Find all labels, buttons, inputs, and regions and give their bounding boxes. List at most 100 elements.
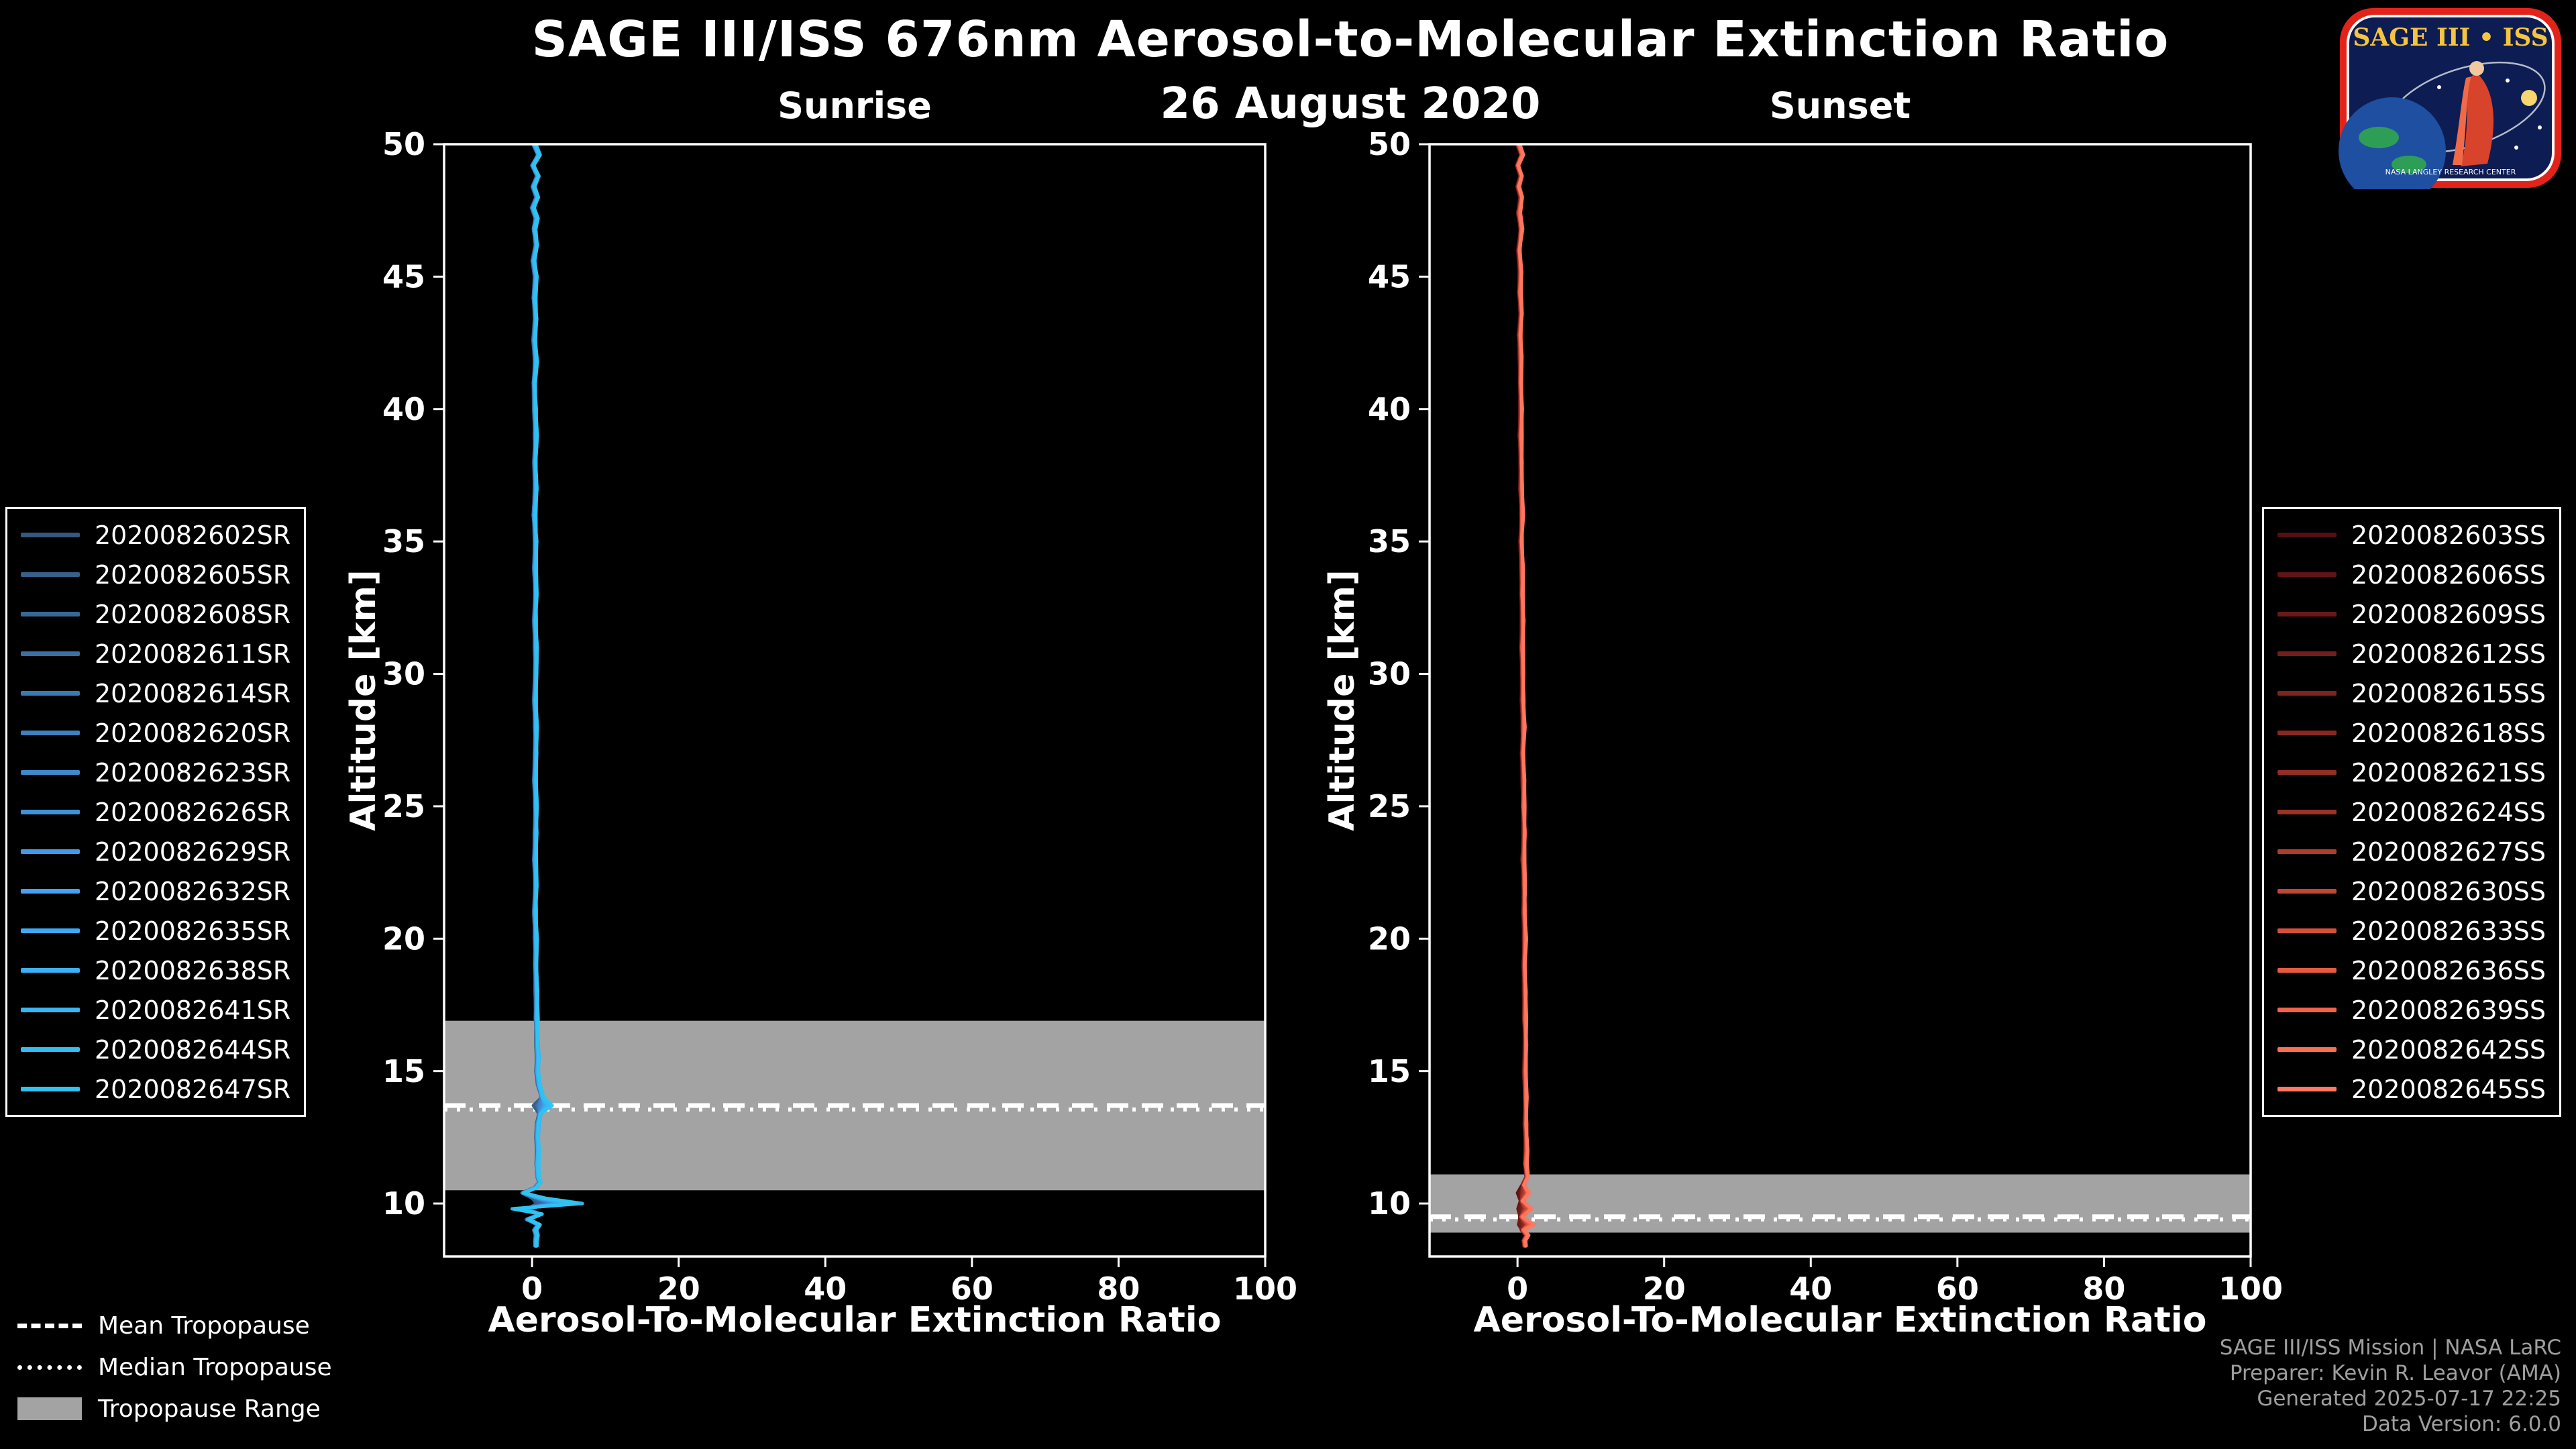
series-label: 2020082636SS — [2351, 955, 2546, 985]
legend-item: 2020082630SS — [2277, 876, 2546, 906]
series-label: 2020082614SR — [95, 678, 291, 708]
legend-item: 2020082621SS — [2277, 757, 2546, 788]
series-color-swatch — [21, 889, 80, 894]
series-color-swatch — [2277, 572, 2337, 577]
sunrise-legend: 2020082602SR 2020082605SR 2020082608SR 2020… — [5, 507, 307, 1117]
dashed-line-swatch — [17, 1323, 82, 1328]
sunset-plot: 0 20 40 60 80 100 10 15 20 25 30 35 40 45 50 — [1368, 126, 2283, 1307]
series-label: 2020082608SR — [95, 599, 291, 629]
x-tick-label: 20 — [1643, 1271, 1686, 1307]
series-color-swatch — [21, 731, 80, 735]
attribution-mission: SAGE III/ISS Mission | NASA LaRC — [2219, 1336, 2561, 1360]
series-color-swatch — [2277, 770, 2337, 775]
x-tick-label: 60 — [1936, 1271, 1979, 1307]
x-tick-label: 60 — [951, 1271, 994, 1307]
legend-item: 2020082620SR — [21, 718, 290, 748]
series-label: 2020082639SS — [2351, 995, 2546, 1025]
y-tick-label: 35 — [1368, 523, 1411, 559]
logo-org: NASA LANGLEY RESEARCH CENTER — [2385, 168, 2516, 176]
series-color-swatch — [21, 928, 80, 933]
median-tropopause-label: Median Tropopause — [98, 1353, 332, 1381]
attribution-generated: Generated 2025-07-17 22:25 — [2257, 1387, 2561, 1411]
y-tick-label: 10 — [382, 1185, 425, 1222]
series-color-swatch — [2277, 691, 2337, 696]
legend-item: 2020082624SS — [2277, 797, 2546, 827]
series-label: 2020082642SS — [2351, 1034, 2546, 1065]
series-label: 2020082621SS — [2351, 757, 2546, 788]
y-tick-label: 30 — [1368, 656, 1411, 692]
series-color-swatch — [2277, 1087, 2337, 1091]
legend-item: 2020082636SS — [2277, 955, 2546, 985]
legend-item: 2020082632SR — [21, 876, 290, 906]
legend-item: 2020082614SR — [21, 678, 290, 708]
logo-figure-head — [2469, 61, 2484, 76]
legend-item: 2020082642SS — [2277, 1034, 2546, 1065]
legend-item: 2020082647SR — [21, 1074, 290, 1104]
series-color-swatch — [21, 1008, 80, 1012]
sage-iii-iss-logo: SAGE III • ISS NASA LANGLEY RESEARCH CEN… — [2339, 8, 2561, 189]
series-color-swatch — [2277, 928, 2337, 933]
y-tick-label: 45 — [382, 258, 425, 294]
series-label: 2020082635SR — [95, 916, 291, 946]
x-tick-label: 0 — [521, 1271, 543, 1307]
legend-item: 2020082615SS — [2277, 678, 2546, 708]
series-color-swatch — [21, 572, 80, 577]
legend-item: 2020082626SR — [21, 797, 290, 827]
y-tick-label: 25 — [1368, 788, 1411, 824]
legend-item: 2020082603SS — [2277, 520, 2546, 550]
logo-star — [2514, 146, 2518, 150]
attribution-version: Data Version: 6.0.0 — [2361, 1412, 2561, 1436]
y-tick-label: 50 — [382, 126, 425, 162]
series-label: 2020082632SR — [95, 876, 291, 906]
x-tick-label: 40 — [804, 1271, 847, 1307]
y-tick-label: 10 — [1368, 1185, 1411, 1222]
legend-item: 2020082629SR — [21, 837, 290, 867]
logo-landmass — [2359, 127, 2399, 148]
series-color-swatch — [2277, 612, 2337, 616]
series-label: 2020082603SS — [2351, 520, 2546, 550]
series-label: 2020082602SR — [95, 520, 291, 550]
series-color-swatch — [21, 1047, 80, 1052]
figure-title: SAGE III/ISS 676nm Aerosol-to-Molecular … — [531, 11, 2169, 68]
logo-title: SAGE III • ISS — [2353, 23, 2548, 52]
sunrise-y-axis-label: Altitude [km] — [343, 570, 384, 831]
legend-item: 2020082638SR — [21, 955, 290, 985]
series-color-swatch — [21, 612, 80, 616]
profile-line-2020082645SS — [1517, 144, 1536, 1248]
series-color-swatch — [21, 770, 80, 775]
series-label: 2020082624SS — [2351, 797, 2546, 827]
legend-item: 2020082611SR — [21, 639, 290, 669]
legend-item: 2020082623SR — [21, 757, 290, 788]
series-label: 2020082641SR — [95, 995, 291, 1025]
sunset-y-axis-label: Altitude [km] — [1322, 570, 1362, 831]
x-tick-label: 40 — [1789, 1271, 1832, 1307]
y-tick-label: 20 — [382, 920, 425, 957]
series-label: 2020082612SS — [2351, 639, 2546, 669]
series-label: 2020082615SS — [2351, 678, 2546, 708]
logo-star — [2538, 125, 2542, 129]
y-tick-label: 15 — [1368, 1053, 1411, 1089]
legend-item: 2020082641SR — [21, 995, 290, 1025]
sunrise-panel-title: Sunrise — [777, 85, 932, 127]
series-color-swatch — [21, 849, 80, 854]
series-label: 2020082629SR — [95, 837, 291, 867]
legend-item: 2020082627SS — [2277, 837, 2546, 867]
sunset-panel-title: Sunset — [1769, 85, 1911, 127]
series-color-swatch — [2277, 1008, 2337, 1012]
figure-date: 26 August 2020 — [1160, 79, 1541, 129]
y-tick-label: 40 — [1368, 391, 1411, 427]
series-color-swatch — [2277, 731, 2337, 735]
logo-star — [2437, 85, 2441, 89]
y-tick-label: 25 — [382, 788, 425, 824]
y-tick-label: 35 — [382, 523, 425, 559]
legend-item: 2020082612SS — [2277, 639, 2546, 669]
series-label: 2020082633SS — [2351, 916, 2546, 946]
series-color-swatch — [2277, 810, 2337, 814]
series-label: 2020082618SS — [2351, 718, 2546, 748]
series-label: 2020082638SR — [95, 955, 291, 985]
sunrise-plot: 0 20 40 60 80 100 10 15 20 25 30 35 40 45 50 — [382, 126, 1297, 1307]
legend-item: 2020082608SR — [21, 599, 290, 629]
y-tick-label: 30 — [382, 656, 425, 692]
mean-tropopause-legend-item: Mean Tropopause — [17, 1309, 332, 1342]
y-tick-label: 45 — [1368, 258, 1411, 294]
